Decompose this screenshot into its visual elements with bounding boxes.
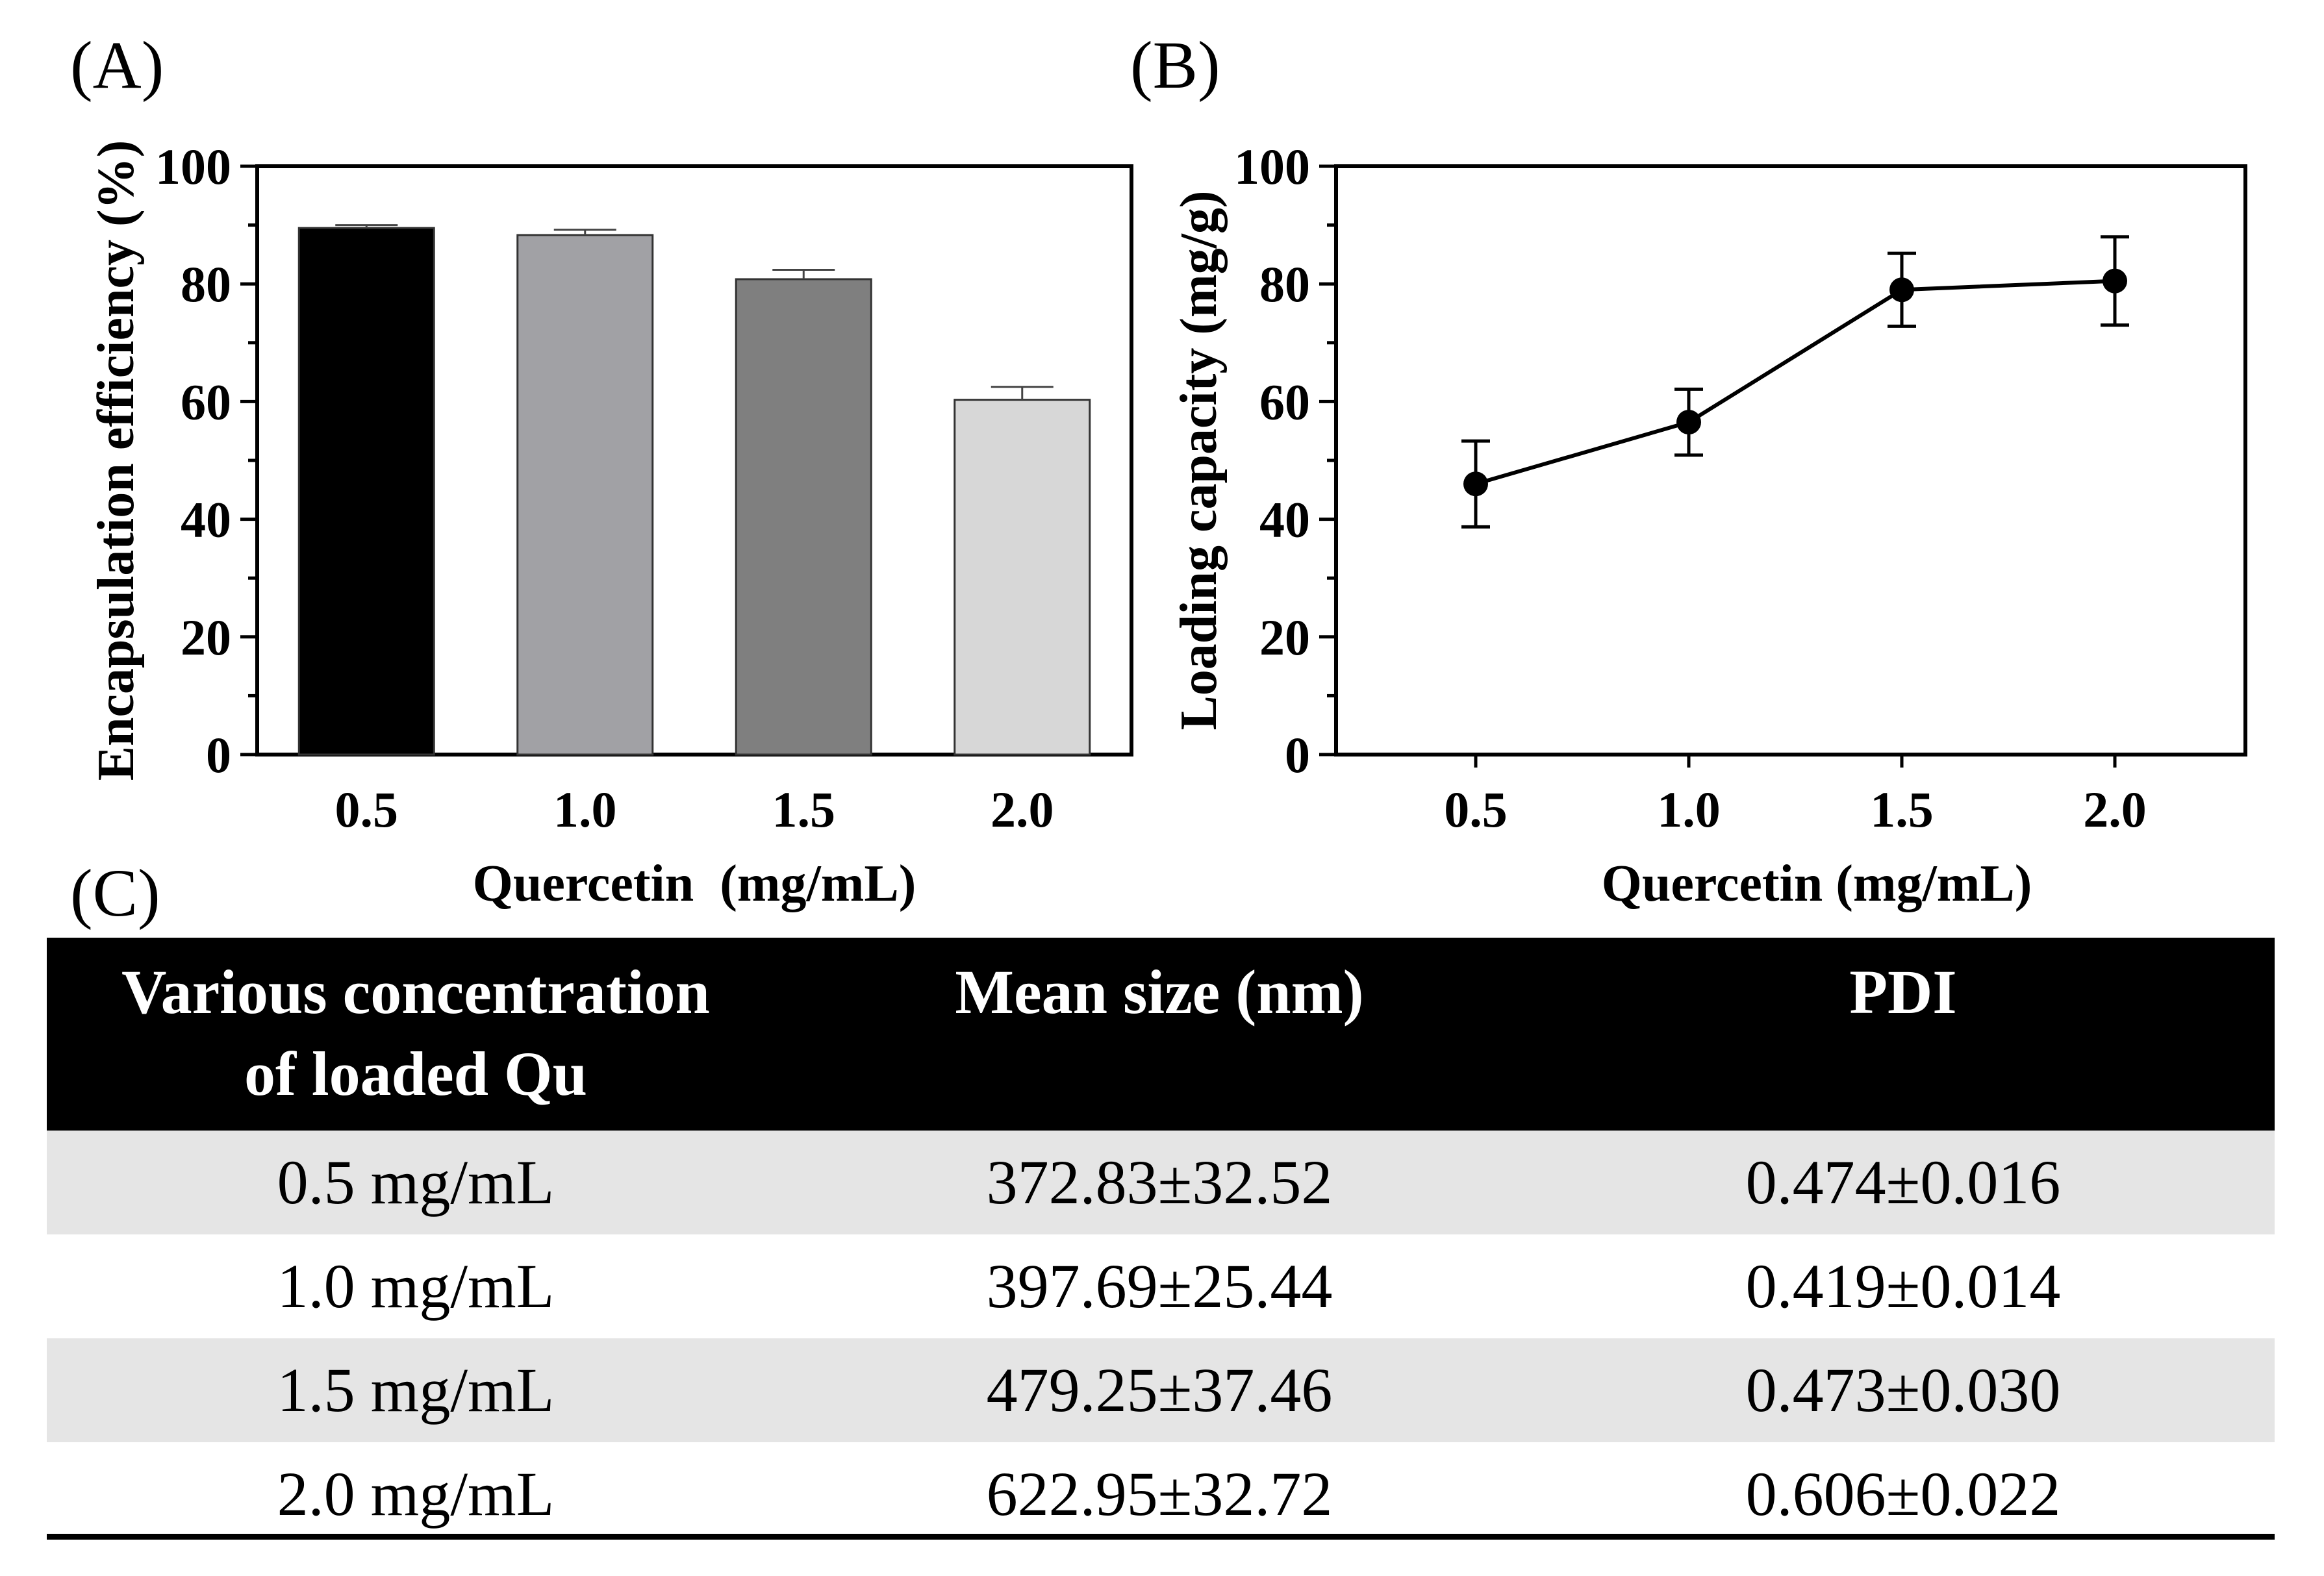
panel-c-label: (C) (70, 856, 160, 931)
y-tick-label: 0 (206, 727, 231, 783)
y-tick-label: 40 (1259, 492, 1310, 548)
table-cell: 1.5 mg/mL (277, 1355, 555, 1425)
table-header-background (47, 938, 2275, 1131)
bar (516, 234, 654, 756)
panel-a-bar-chart: (A) 0 20 40 60 80 100 0.5 1.0 1.5 2.0 Quercetin … (70, 28, 1133, 912)
x-tick-label: 0.5 (1444, 781, 1508, 838)
table-row (47, 1338, 2275, 1442)
table-cell: 1.0 mg/mL (277, 1251, 555, 1321)
y-tick-label: 0 (1285, 727, 1310, 783)
table-cell: 0.419±0.014 (1746, 1251, 2061, 1321)
series-line (1475, 279, 2116, 486)
table-cell: 622.95±32.72 (987, 1459, 1333, 1529)
x-tick-label: 1.0 (553, 781, 617, 838)
x-tick-label: 1.5 (772, 781, 836, 838)
table-cell: 0.474±0.016 (1746, 1147, 2061, 1217)
x-tick-label: 1.5 (1870, 781, 1934, 838)
y-tick-label: 100 (155, 138, 231, 195)
bar (954, 399, 1091, 756)
y-tick-label: 60 (181, 373, 231, 430)
x-tick-label: 1.0 (1657, 781, 1721, 838)
y-tick-label: 60 (1259, 373, 1310, 430)
y-tick-label: 80 (181, 256, 231, 312)
y-tick-label: 20 (1259, 609, 1310, 666)
table-row (47, 1131, 2275, 1234)
header-concentration-line1: Various concentration (121, 957, 710, 1027)
data-point (1463, 471, 1488, 497)
header-concentration-line2: of loaded Qu (244, 1039, 587, 1108)
x-axis-a: 0.5 1.0 1.5 2.0 (335, 781, 1054, 838)
y-tick-label: 80 (1259, 256, 1310, 312)
panel-c-table: (C) Various concentration of loaded Qu M… (47, 856, 2275, 1546)
table-row (47, 1234, 2275, 1338)
table-cell: 0.5 mg/mL (277, 1147, 555, 1217)
data-point (1676, 410, 1701, 435)
table-row (47, 1442, 2275, 1546)
y-axis-b: 0 20 40 60 80 100 (1234, 138, 1336, 783)
y-tick-label: 100 (1234, 138, 1310, 195)
panel-a-label: (A) (70, 28, 164, 103)
series-line-b (1461, 235, 2129, 529)
y-axis-a: 0 20 40 60 80 100 (155, 138, 257, 783)
y-tick-label: 40 (181, 492, 231, 548)
table-cell: 0.473±0.030 (1746, 1355, 2061, 1425)
bar (735, 278, 872, 756)
table-cell: 372.83±32.52 (987, 1147, 1333, 1217)
x-tick-label: 0.5 (335, 781, 399, 838)
x-axis-title-a: Quercetin (mg/mL) (473, 855, 916, 912)
header-mean-size: Mean size (nm) (955, 957, 1363, 1027)
data-point (2103, 268, 2127, 294)
plot-frame-b (1334, 164, 2247, 757)
table-bottom-rule (47, 1534, 2275, 1540)
table-cell: 397.69±25.44 (987, 1251, 1333, 1321)
panel-b-line-chart: (B) 0 20 40 60 80 100 0.5 1.0 1.5 2.0 Quercetin … (1130, 28, 2247, 912)
table-cell: 479.25±37.46 (987, 1355, 1333, 1425)
y-axis-title-b: Loading capacity (mg/g) (1170, 190, 1228, 730)
table-body: 0.5 mg/mL 372.83±32.52 0.474±0.016 1.0 mg/m… (47, 1131, 2275, 1546)
bars-a (297, 224, 1091, 756)
table-cell: 2.0 mg/mL (277, 1459, 555, 1529)
data-point (1889, 277, 1914, 303)
bar (297, 227, 435, 756)
x-tick-label: 2.0 (991, 781, 1054, 838)
table-cell: 0.606±0.022 (1746, 1459, 2061, 1529)
y-tick-label: 20 (181, 609, 231, 666)
header-pdi: PDI (1849, 957, 1956, 1027)
x-axis-title-b: Quercetin (mg/mL) (1602, 855, 2032, 912)
y-axis-title-a: Encapsulation efficiency (%) (88, 140, 145, 781)
x-axis-b: 0.5 1.0 1.5 2.0 (1444, 755, 2147, 838)
x-tick-label: 2.0 (2083, 781, 2147, 838)
panel-b-label: (B) (1130, 28, 1220, 103)
